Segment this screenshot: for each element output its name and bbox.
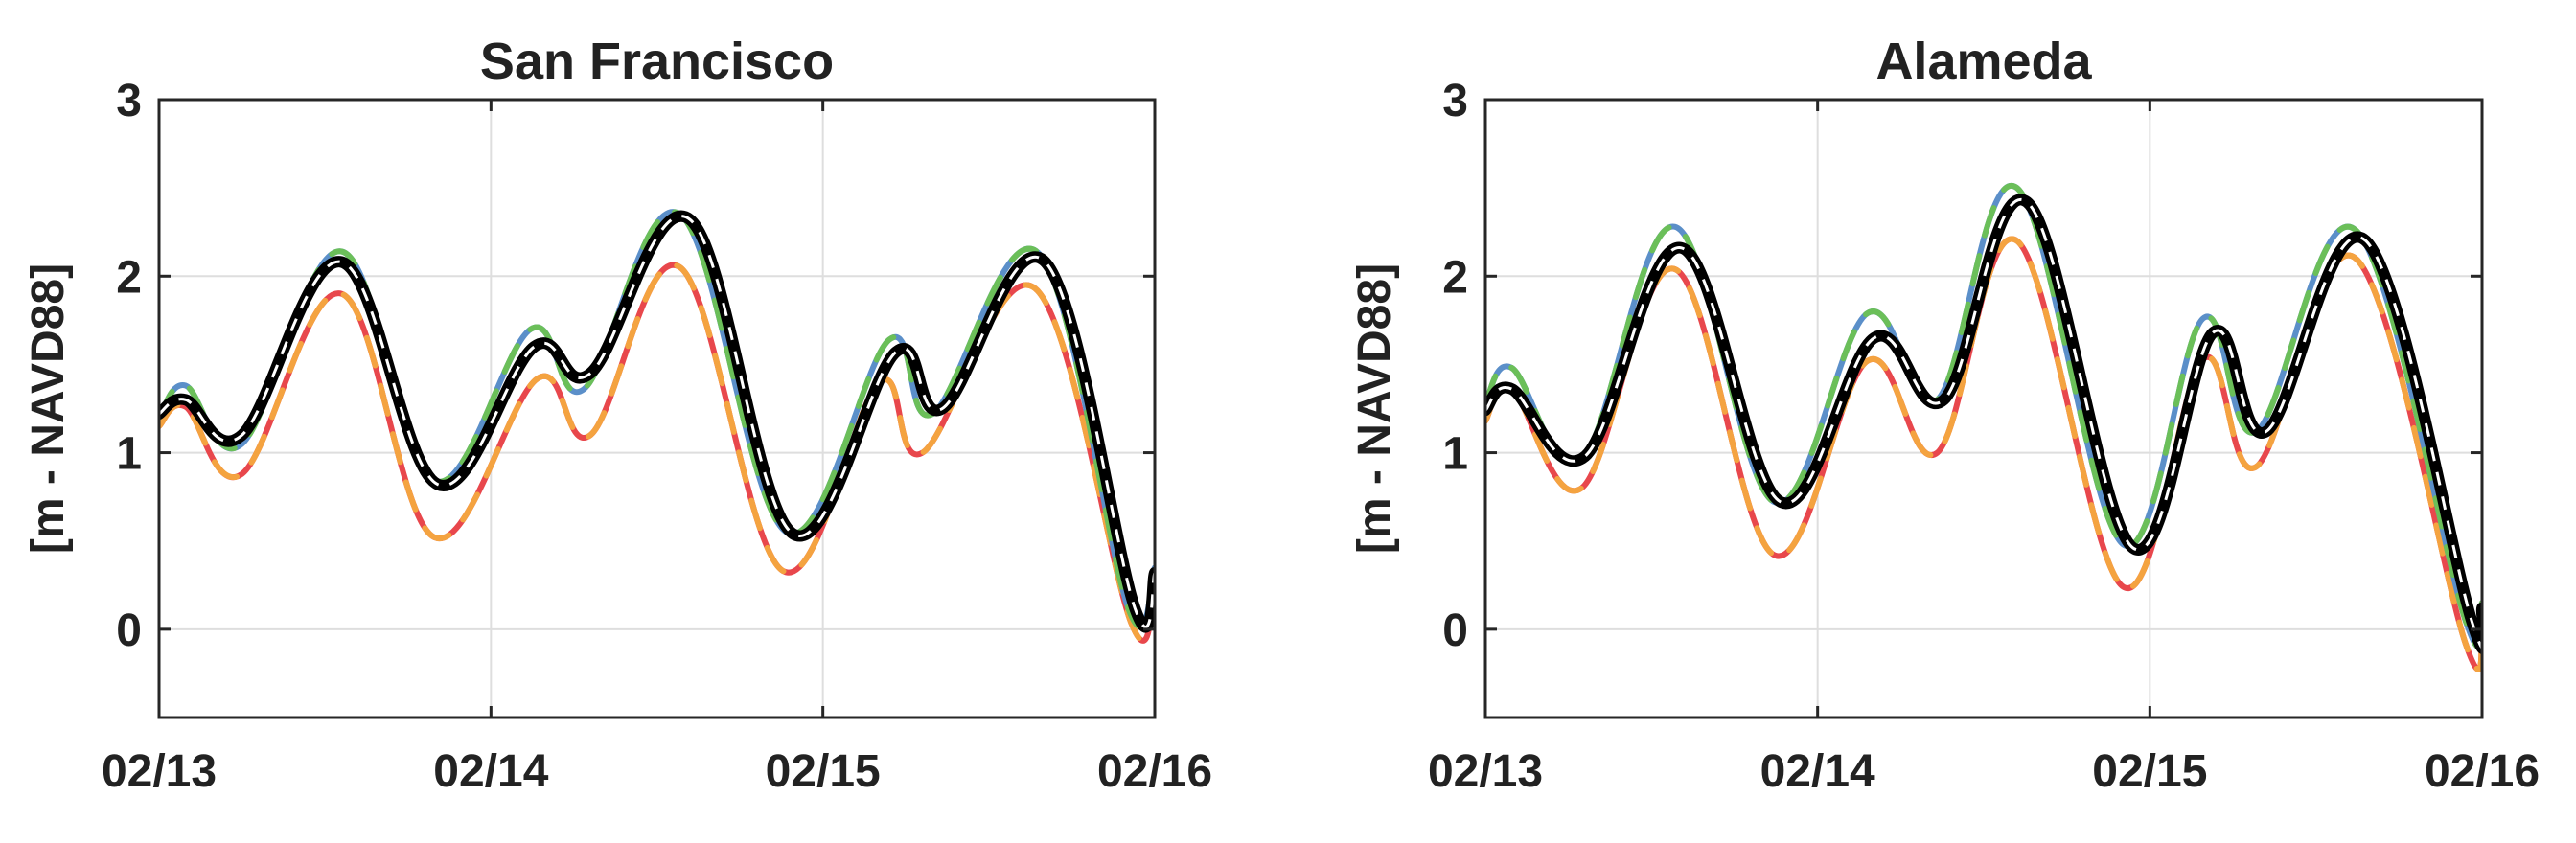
y-tick-label: 3 — [116, 76, 142, 126]
x-tick-label: 02/13 — [102, 746, 217, 797]
chart-title: Alameda — [1875, 33, 2092, 90]
x-tick-label: 02/16 — [1097, 746, 1212, 797]
plot-area — [1485, 100, 2482, 718]
y-tick-label: 0 — [1442, 605, 1468, 656]
y-tick-label: 1 — [1442, 429, 1468, 480]
y-axis-label: [m - NAVD88] — [1349, 263, 1400, 554]
y-axis-label: [m - NAVD88] — [23, 263, 74, 554]
series-group — [1485, 182, 2482, 672]
y-tick-label: 2 — [1442, 252, 1468, 303]
chart-san-francisco: 02/13 02/14 02/15 02/16 0 1 2 3 San Francisco [m … — [23, 33, 1212, 797]
y-tick-label: 3 — [1442, 76, 1468, 126]
axes-box — [157, 98, 1157, 719]
x-tick-label: 02/14 — [1760, 746, 1875, 797]
x-tick-label: 02/16 — [2425, 746, 2540, 797]
plot-area — [159, 100, 1155, 718]
x-tick-label: 02/14 — [433, 746, 548, 797]
series-line-3 — [1485, 182, 2482, 650]
y-tick-label: 1 — [116, 429, 142, 480]
series-line-1 — [159, 262, 1155, 644]
chart-title: San Francisco — [480, 33, 834, 90]
y-tick-label: 0 — [116, 605, 142, 656]
x-tick-label: 02/13 — [1428, 746, 1543, 797]
y-tick-label: 2 — [116, 252, 142, 303]
series-line-observed-dash — [1485, 197, 2482, 650]
chart-alameda: 02/13 02/14 02/15 02/16 0 1 2 3 Alameda [m - NAVD… — [1349, 33, 2540, 797]
axes-box — [1484, 98, 2484, 719]
x-tick-label: 02/15 — [766, 746, 881, 797]
series-line-observed-dash — [159, 215, 1155, 628]
x-tick-label: 02/15 — [2092, 746, 2207, 797]
series-group — [159, 209, 1155, 644]
